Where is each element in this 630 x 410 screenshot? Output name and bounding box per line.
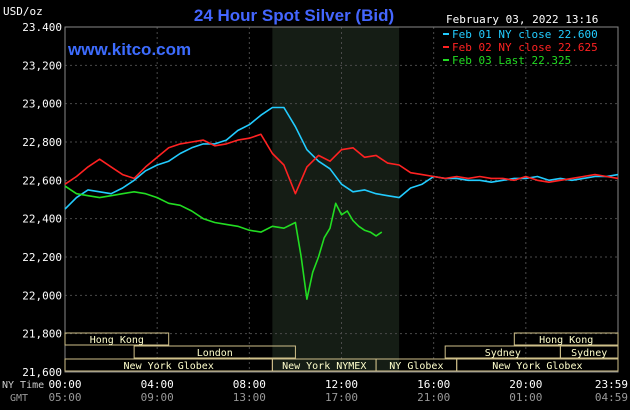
y-tick-label: 22,000 (22, 289, 62, 302)
chart-title: 24 Hour Spot Silver (Bid) (194, 6, 394, 25)
x-tick-label-ny: 20:00 (509, 378, 542, 391)
y-tick-label: 22,800 (22, 136, 62, 149)
market-band-label: New York NYMEX (282, 361, 366, 372)
x-tick-label-ny: 23:59 (595, 378, 628, 391)
grid-lines (65, 27, 618, 372)
series-line-2 (64, 133, 619, 195)
gmt-label: GMT (10, 393, 28, 404)
market-band-label: Hong Kong (90, 335, 144, 346)
x-tick-label-gmt: 05:00 (48, 391, 81, 404)
y-axis-labels: 23.400 23,200 23,000 22,800 22,600 22,400 22,2… (22, 21, 62, 379)
x-tick-label-ny: 16:00 (417, 378, 450, 391)
x-tick-label-ny: 04:00 (141, 378, 174, 391)
market-band-label: Hong Kong (539, 335, 593, 346)
y-tick-label: 22,200 (22, 251, 62, 264)
watermark-url: www.kitco.com (67, 40, 191, 59)
series-lines (64, 106, 619, 301)
series-line-3 (64, 185, 383, 301)
x-tick-label-gmt: 13:00 (233, 391, 266, 404)
nymex-session-shading (272, 27, 400, 372)
x-tick-label-gmt: 17:00 (325, 391, 358, 404)
market-band (133, 345, 296, 359)
market-band-label: London (197, 348, 233, 359)
x-tick-label-gmt: 01:00 (509, 391, 542, 404)
market-band-label: New York Globex (124, 361, 214, 372)
market-band (559, 345, 619, 359)
legend-entry: Feb 03 Last 22.325 (452, 54, 571, 67)
ny-time-label: NY Time (2, 380, 44, 391)
market-band-label: Sydney (485, 348, 521, 359)
market-band (513, 332, 619, 346)
series-line-1 (64, 106, 619, 210)
market-band-label: Sydney (571, 348, 607, 359)
y-tick-label: 22,400 (22, 213, 62, 226)
market-band-label: NY Globex (389, 361, 443, 372)
legend-entry: Feb 01 NY close 22.600 (452, 28, 598, 41)
y-unit-label: USD/oz (3, 5, 43, 18)
x-tick-label-gmt: 09:00 (141, 391, 174, 404)
legend-entry: Feb 02 NY close 22.625 (452, 41, 598, 54)
x-tick-label-ny: 00:00 (48, 378, 81, 391)
x-tick-label-gmt: 21:00 (417, 391, 450, 404)
market-session-bands: Hong Kong Hong Kong London Sydney Sydney New … (64, 332, 619, 372)
y-tick-label: 23,200 (22, 59, 62, 72)
x-tick-label-ny: 12:00 (325, 378, 358, 391)
y-tick-label: 23,000 (22, 98, 62, 111)
y-tick-label: 21,800 (22, 328, 62, 341)
x-tick-label-gmt: 04:59 (595, 391, 628, 404)
chart-datetime: February 03, 2022 13:16 (446, 13, 598, 26)
y-tick-label: 23.400 (22, 21, 62, 34)
market-band (456, 358, 619, 372)
y-tick-label: 21,600 (22, 366, 62, 379)
market-band-label: New York Globex (492, 361, 582, 372)
x-tick-label-ny: 08:00 (233, 378, 266, 391)
market-band (64, 332, 170, 346)
plot-frame (64, 26, 619, 373)
y-tick-label: 22,600 (22, 174, 62, 187)
